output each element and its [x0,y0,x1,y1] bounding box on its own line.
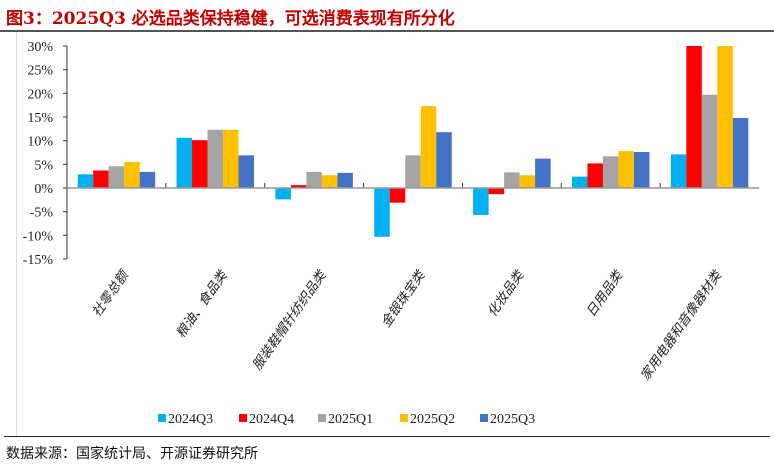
x-category-label: 粮油、食品类 [173,266,232,341]
bar-2025Q1-2 [306,171,322,188]
y-tick-label: 30% [27,40,53,55]
bar-2024Q3-3 [374,188,390,237]
legend-label: 2024Q3 [168,412,213,427]
y-tick-label: 10% [27,135,53,150]
bar-2025Q1-4 [504,172,520,188]
bar-2024Q3-6 [670,154,687,188]
source-note: 数据来源：国家统计局、开源证券研究所 [6,446,258,462]
bar-2025Q1-5 [602,156,619,188]
bar-2025Q2-2 [321,175,338,188]
bar-2025Q3-4 [535,158,551,188]
y-tick-label: -10% [23,229,54,244]
legend-label: 2025Q2 [410,412,455,427]
bar-2024Q3-5 [571,176,588,188]
bar-2025Q3-1 [238,155,255,188]
legend-swatch-2025Q3 [480,414,488,422]
bar-2024Q4-6 [686,46,702,188]
legend-label: 2024Q4 [249,412,294,427]
legend-label: 2025Q3 [490,412,535,427]
bar-2024Q3-0 [77,174,94,188]
bar-chart: 30% 25% 20% 15% 10% 5% 0% -5% -10% -15% 社零总额 粮油、食品类… [23,40,759,427]
bar-2025Q3-5 [633,152,650,188]
bar-2024Q3-4 [473,188,489,215]
y-tick-label: 5% [34,158,53,173]
bar-2024Q4-4 [488,188,505,195]
y-tick-label: -15% [23,253,54,268]
y-tick-label: 20% [27,87,53,102]
bar-2025Q2-5 [618,151,634,188]
bar-2025Q3-3 [436,132,452,188]
bar-2024Q4-3 [389,188,406,203]
bar-2025Q2-1 [223,129,239,188]
x-category-label: 化妆品类 [485,267,528,320]
legend-swatch-2024Q4 [239,414,247,422]
bar-2025Q1-6 [701,94,718,188]
title-divider [0,30,774,32]
bar-2024Q4-1 [192,140,208,188]
x-category-label: 家用电器和音像器材类 [637,266,726,383]
bar-2024Q4-2 [290,185,307,188]
x-category-label: 服装鞋帽针纺织品类 [250,267,331,373]
bar-2025Q2-0 [124,161,140,188]
x-category-label: 社零总额 [90,267,133,320]
bar-2025Q1-1 [207,129,224,188]
bar-2025Q1-0 [108,166,125,188]
frame-line [16,32,17,436]
bar-2025Q3-6 [732,117,749,188]
bar-2025Q1-3 [405,155,421,188]
y-tick-label: 15% [27,111,53,126]
x-category-label: 日用品类 [584,267,627,320]
bar-2024Q3-2 [275,188,291,200]
legend-swatch-2024Q3 [158,414,166,422]
legend-label: 2025Q1 [328,412,373,427]
footer-divider [4,436,770,437]
y-tick-label: 25% [27,64,53,79]
chart-title: 图3：2025Q3 必选品类保持稳健，可选消费表现有所分化 [6,9,455,29]
bar-2025Q3-2 [337,172,353,188]
y-tick-label: 0% [34,182,53,197]
y-tick-label: -5% [30,206,54,221]
bar-2025Q2-3 [420,106,437,188]
x-category-label: 金银珠宝类 [378,266,430,330]
bar-2024Q4-0 [93,170,109,188]
legend-swatch-2025Q1 [318,414,326,422]
bar-2025Q3-0 [139,171,156,188]
bar-2024Q3-1 [176,137,193,188]
bar-2025Q2-6 [717,46,733,188]
legend-swatch-2025Q2 [400,414,408,422]
bar-2024Q4-5 [587,163,603,188]
bar-2025Q2-4 [519,175,536,188]
